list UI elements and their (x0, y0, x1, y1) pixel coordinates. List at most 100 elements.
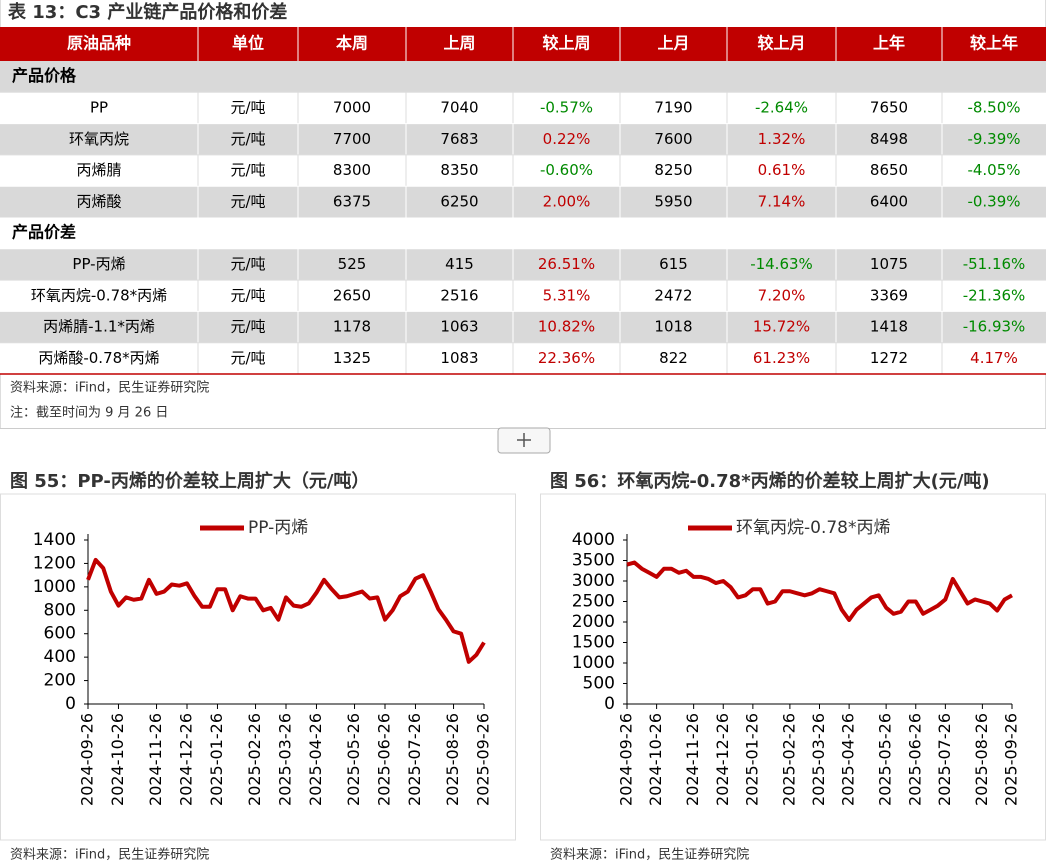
table-cell: 10.82% (538, 318, 595, 336)
header-cell: 较上月 (757, 34, 805, 53)
x-tick-label: 2024-09-26 (78, 713, 97, 806)
table-note: 注：截至时间为 9 月 26 日 (10, 406, 168, 421)
table-cell: 615 (659, 255, 688, 273)
table-cell: 2516 (440, 286, 478, 304)
y-tick-label: 1000 (33, 577, 76, 597)
table-cell: 7683 (440, 130, 478, 148)
table-cell: -51.16% (963, 255, 1026, 273)
table-cell: 1325 (333, 349, 371, 367)
table-cell: 环氧丙烷-0.78*丙烯 (31, 286, 167, 304)
table-cell: PP-丙烯 (72, 255, 125, 273)
table-cell: 7190 (654, 98, 692, 116)
table-cell: 7000 (333, 98, 371, 116)
x-tick-label: 2024-10-26 (646, 713, 665, 806)
header-cell: 原油品种 (67, 34, 131, 53)
table-cell: 2.00% (543, 192, 591, 210)
table-cell: 7.14% (758, 192, 806, 210)
header-bg (0, 27, 1046, 61)
y-tick-label: 1200 (33, 553, 76, 573)
table-cell: 0.22% (543, 130, 591, 148)
section-label: 产品价格 (12, 66, 77, 85)
y-tick-label: 3500 (572, 551, 615, 571)
header-cell: 上周 (443, 34, 475, 53)
table-cell: 1418 (870, 318, 908, 336)
series-line (86, 557, 486, 664)
table-cell: 元/吨 (230, 98, 265, 116)
table-cell: 8498 (870, 130, 908, 148)
y-tick-label: 200 (44, 671, 76, 691)
table-cell: 1.32% (758, 130, 806, 148)
y-tick-label: 0 (604, 694, 615, 714)
table-cell: 26.51% (538, 255, 595, 273)
table-cell: 2650 (333, 286, 371, 304)
table-cell: 元/吨 (230, 318, 265, 336)
table-cell: 元/吨 (230, 192, 265, 210)
header-cell: 上年 (873, 34, 905, 53)
table-cell: -0.57% (540, 98, 593, 116)
table-source: 资料来源：iFind，民生证券研究院 (10, 380, 209, 396)
table-row (0, 154, 1046, 187)
table-row (0, 186, 1046, 218)
chart-title: 图 56：环氧丙烷-0.78*丙烯的价差较上周扩大(元/吨) (550, 470, 990, 492)
table-cell: 2472 (654, 286, 692, 304)
table-cell: 61.23% (753, 349, 810, 367)
x-tick-label: 2024-11-26 (146, 713, 165, 806)
x-tick-label: 2025-04-26 (306, 713, 325, 806)
table-cell: PP (90, 98, 108, 116)
header-cell: 上月 (657, 34, 689, 53)
table-cell: -21.36% (963, 286, 1026, 304)
table-row (0, 92, 1046, 124)
y-tick-label: 3000 (572, 571, 615, 591)
table-cell: 7.20% (758, 286, 806, 304)
x-tick-label: 2025-05-26 (876, 713, 895, 806)
x-tick-label: 2025-03-26 (809, 713, 828, 806)
table-cell: 元/吨 (230, 286, 265, 304)
table-row (0, 311, 1046, 343)
table-cell: 3369 (870, 286, 908, 304)
x-tick-label: 2025-07-26 (935, 713, 954, 806)
table-cell: 8350 (440, 161, 478, 179)
table-cell: 环氧丙烷 (69, 130, 129, 148)
table-cell: -14.63% (750, 255, 813, 273)
x-tick-label: 2025-08-26 (443, 713, 462, 806)
x-tick-label: 2025-07-26 (405, 713, 424, 806)
table-cell: -16.93% (963, 318, 1026, 336)
table-cell: 7040 (440, 98, 478, 116)
table-cell: 1178 (333, 318, 371, 336)
series-line (626, 560, 1013, 622)
table-title: 表 13：C3 产业链产品价格和价差 (8, 1, 287, 23)
header-cell: 较上年 (970, 34, 1018, 53)
table-cell: 8650 (870, 161, 908, 179)
table-cell: 415 (445, 255, 474, 273)
table-cell: 4.17% (970, 349, 1018, 367)
y-tick-label: 400 (44, 647, 76, 667)
x-tick-label: 2024-09-26 (617, 713, 636, 806)
x-tick-label: 2025-04-26 (839, 713, 858, 806)
table-cell: 6375 (333, 192, 371, 210)
table-cell: 元/吨 (230, 161, 265, 179)
table-row (0, 280, 1046, 312)
table-cell: 822 (659, 349, 688, 367)
table-cell: 7600 (654, 130, 692, 148)
y-tick-label: 500 (583, 674, 615, 694)
table-row (0, 123, 1046, 155)
table-row (0, 342, 1046, 374)
table-cell: 1272 (870, 349, 908, 367)
legend-label: PP-丙烯 (248, 518, 308, 538)
y-tick-label: 800 (44, 600, 76, 620)
header-cell: 本周 (336, 34, 368, 53)
table-cell: 丙烯腈 (76, 161, 121, 179)
table-cell: 8300 (333, 161, 371, 179)
table-cell: 0.61% (758, 161, 806, 179)
table-cell: 8250 (654, 161, 692, 179)
chart-source: 资料来源：iFind，民生证券研究院 (10, 847, 209, 863)
x-tick-label: 2025-01-26 (742, 713, 761, 806)
table-cell: 525 (338, 255, 367, 273)
y-tick-label: 4000 (572, 530, 615, 550)
x-tick-label: 2024-12-26 (713, 713, 732, 806)
table-cell: 7650 (870, 98, 908, 116)
table-cell: 7700 (333, 130, 371, 148)
table-cell: 6250 (440, 192, 478, 210)
table-cell: 1063 (440, 318, 478, 336)
